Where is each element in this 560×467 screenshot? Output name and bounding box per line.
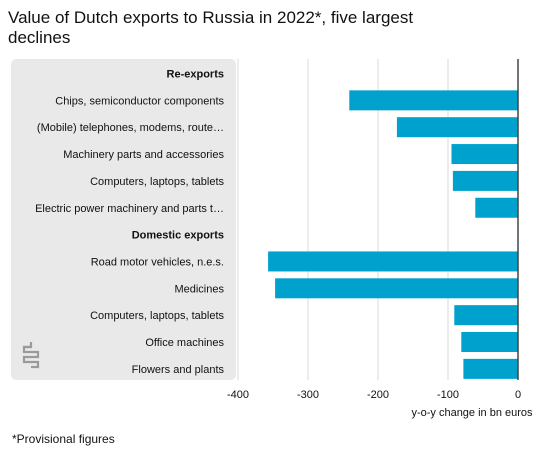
bar: [452, 170, 518, 191]
group-header: Domestic exports: [132, 230, 224, 242]
category-label: Electric power machinery and parts t…: [35, 203, 224, 215]
chart-title: Value of Dutch exports to Russia in 2022…: [8, 8, 414, 47]
bar: [463, 358, 518, 379]
x-tick-label: -400: [227, 389, 249, 401]
category-label: Road motor vehicles, n.e.s.: [91, 256, 224, 268]
bars: [268, 59, 519, 380]
x-tick-label: 0: [515, 389, 521, 401]
category-labels: Re-exports Chips, semiconductor component…: [35, 69, 224, 376]
x-tick-label: -300: [297, 389, 319, 401]
bar: [454, 305, 518, 326]
x-axis-ticks: -400 -300 -200 -100 0: [227, 389, 521, 401]
category-label-panel: [11, 59, 236, 380]
category-label: Computers, laptops, tablets: [90, 310, 224, 322]
category-label: Computers, laptops, tablets: [90, 176, 224, 188]
footnote: *Provisional figures: [12, 432, 115, 446]
group-header: Re-exports: [167, 69, 224, 81]
bar: [396, 117, 518, 138]
x-axis-label: y-o-y change in bn euros: [411, 407, 533, 419]
bar-chart: Re-exports Chips, semiconductor component…: [35, 59, 533, 419]
category-label: Office machines: [145, 337, 224, 349]
category-label: Chips, semiconductor components: [55, 95, 224, 107]
bar: [451, 144, 518, 165]
bar: [268, 251, 518, 272]
category-label: Flowers and plants: [132, 364, 225, 376]
x-tick-label: -100: [437, 389, 459, 401]
cbs-logo-icon: [22, 341, 40, 374]
bar: [275, 278, 518, 299]
bar: [349, 90, 518, 111]
category-label: Machinery parts and accessories: [63, 149, 224, 161]
bar: [475, 197, 518, 218]
x-tick-label: -200: [367, 389, 389, 401]
bar: [461, 332, 518, 352]
category-label: Medicines: [174, 283, 224, 295]
category-label: (Mobile) telephones, modems, route…: [37, 122, 224, 134]
